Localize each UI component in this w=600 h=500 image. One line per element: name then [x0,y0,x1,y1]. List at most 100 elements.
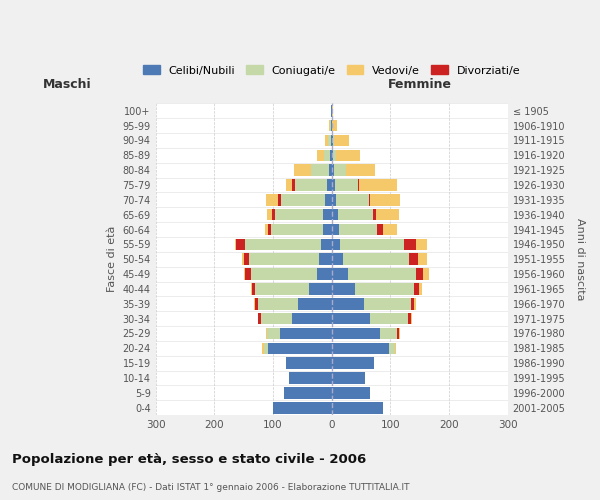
Bar [292,313,332,324]
Bar [255,298,258,310]
Bar [332,209,338,220]
Bar [244,268,245,280]
Bar [398,328,400,340]
Bar [332,224,339,235]
Bar [373,209,376,220]
Bar [332,387,370,398]
Bar [261,313,292,324]
Bar [414,283,419,294]
Bar [418,254,427,265]
Bar [323,209,332,220]
Bar [332,328,380,340]
Bar [355,283,414,294]
Bar [383,224,397,235]
Bar [273,402,332,413]
Bar [332,134,333,146]
Bar [339,224,377,235]
Bar [251,283,253,294]
Bar [404,238,416,250]
Bar [332,358,374,369]
Bar [332,120,337,132]
Bar [324,150,330,161]
Bar [286,358,332,369]
Bar [251,268,317,280]
Bar [317,268,332,280]
Bar [267,328,280,340]
Bar [329,164,332,176]
Bar [332,268,348,280]
Bar [409,254,418,265]
Bar [340,238,404,250]
Bar [343,254,409,265]
Bar [328,134,331,146]
Bar [266,209,272,220]
Bar [368,194,370,205]
Bar [408,313,411,324]
Bar [332,150,334,161]
Bar [310,283,332,294]
Bar [346,164,375,176]
Bar [327,179,332,191]
Bar [364,298,411,310]
Bar [332,105,334,117]
Bar [348,268,416,280]
Bar [332,298,364,310]
Bar [266,328,267,340]
Bar [395,342,396,354]
Bar [253,283,256,294]
Bar [333,134,334,146]
Bar [268,224,271,235]
Bar [330,150,332,161]
Bar [292,179,295,191]
Bar [331,134,332,146]
Bar [330,120,331,132]
Bar [414,298,416,310]
Y-axis label: Anni di nascita: Anni di nascita [575,218,585,300]
Bar [335,179,358,191]
Bar [338,209,373,220]
Bar [380,328,397,340]
Legend: Celibi/Nubili, Coniugati/e, Vedovi/e, Divorziati/e: Celibi/Nubili, Coniugati/e, Vedovi/e, Di… [143,65,521,76]
Bar [337,194,368,205]
Bar [281,194,325,205]
Bar [258,298,298,310]
Bar [416,268,422,280]
Bar [242,254,244,265]
Bar [325,134,328,146]
Bar [298,298,332,310]
Y-axis label: Fasce di età: Fasce di età [107,226,117,292]
Bar [332,238,340,250]
Bar [271,224,323,235]
Bar [332,313,370,324]
Bar [278,194,281,205]
Bar [245,268,251,280]
Bar [311,164,329,176]
Bar [323,224,332,235]
Bar [411,313,412,324]
Bar [256,283,310,294]
Bar [275,209,323,220]
Bar [416,238,427,250]
Bar [266,194,278,205]
Bar [329,120,330,132]
Bar [411,298,414,310]
Bar [280,328,332,340]
Bar [293,164,311,176]
Text: COMUNE DI MODIGLIANA (FC) - Dati ISTAT 1° gennaio 2006 - Elaborazione TUTTITALIA: COMUNE DI MODIGLIANA (FC) - Dati ISTAT 1… [12,482,409,492]
Bar [359,179,397,191]
Bar [286,179,292,191]
Bar [332,164,334,176]
Bar [332,194,337,205]
Bar [334,164,346,176]
Bar [337,150,360,161]
Text: Femmine: Femmine [388,78,452,91]
Bar [262,342,263,354]
Bar [236,238,245,250]
Bar [325,194,332,205]
Text: Maschi: Maschi [43,78,92,91]
Bar [268,342,332,354]
Bar [317,150,324,161]
Bar [295,179,327,191]
Bar [321,238,332,250]
Bar [259,313,261,324]
